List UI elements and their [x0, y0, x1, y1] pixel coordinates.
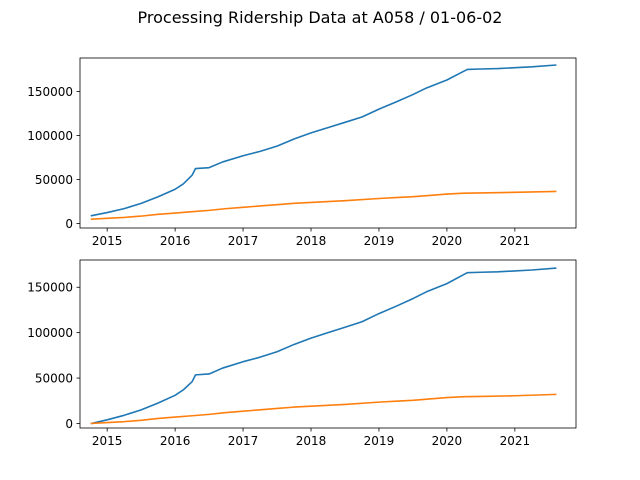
y-tick-label-0-2: 100000 — [27, 129, 73, 143]
subplot-bottom: 2015 2016 2017 2018 2019 2020 2021 0 50000 100000… — [27, 259, 577, 448]
y-tick-label-1-0: 0 — [65, 417, 73, 431]
x-tick-label-1-0: 2015 — [92, 434, 123, 448]
x-tick-label-0-1: 2016 — [160, 234, 191, 248]
series-line-1-0 — [90, 267, 557, 425]
x-tick-label-1-1: 2016 — [160, 434, 191, 448]
y-tick-label-1-1: 50000 — [35, 371, 73, 385]
x-tick-label-0-6: 2021 — [500, 234, 531, 248]
x-tick-label-0-4: 2019 — [364, 234, 395, 248]
axes-frame-1 — [79, 259, 577, 429]
y-tick-label-0-1: 50000 — [35, 173, 73, 187]
series-line-0-1 — [90, 190, 557, 221]
series-line-0-0 — [90, 64, 557, 217]
y-tick-label-0-3: 150000 — [27, 85, 73, 99]
x-tick-label-0-5: 2020 — [432, 234, 463, 248]
figure-title: Processing Ridership Data at A058 / 01-0… — [137, 8, 503, 27]
x-tick-label-0-3: 2018 — [296, 234, 327, 248]
x-tick-label-1-3: 2018 — [296, 434, 327, 448]
series-line-1-1 — [90, 393, 557, 425]
y-tick-label-0-0: 0 — [65, 217, 73, 231]
subplot-top: 2015 2016 2017 2018 2019 2020 2021 0 50000 100000… — [27, 57, 577, 248]
y-tick-label-1-2: 100000 — [27, 326, 73, 340]
x-tick-label-1-4: 2019 — [364, 434, 395, 448]
axes-frame-0 — [79, 57, 577, 229]
x-tick-label-0-0: 2015 — [92, 234, 123, 248]
x-tick-label-0-2: 2017 — [228, 234, 259, 248]
x-tick-label-1-5: 2020 — [432, 434, 463, 448]
y-tick-label-1-3: 150000 — [27, 281, 73, 295]
x-tick-label-1-2: 2017 — [228, 434, 259, 448]
x-tick-label-1-6: 2021 — [500, 434, 531, 448]
